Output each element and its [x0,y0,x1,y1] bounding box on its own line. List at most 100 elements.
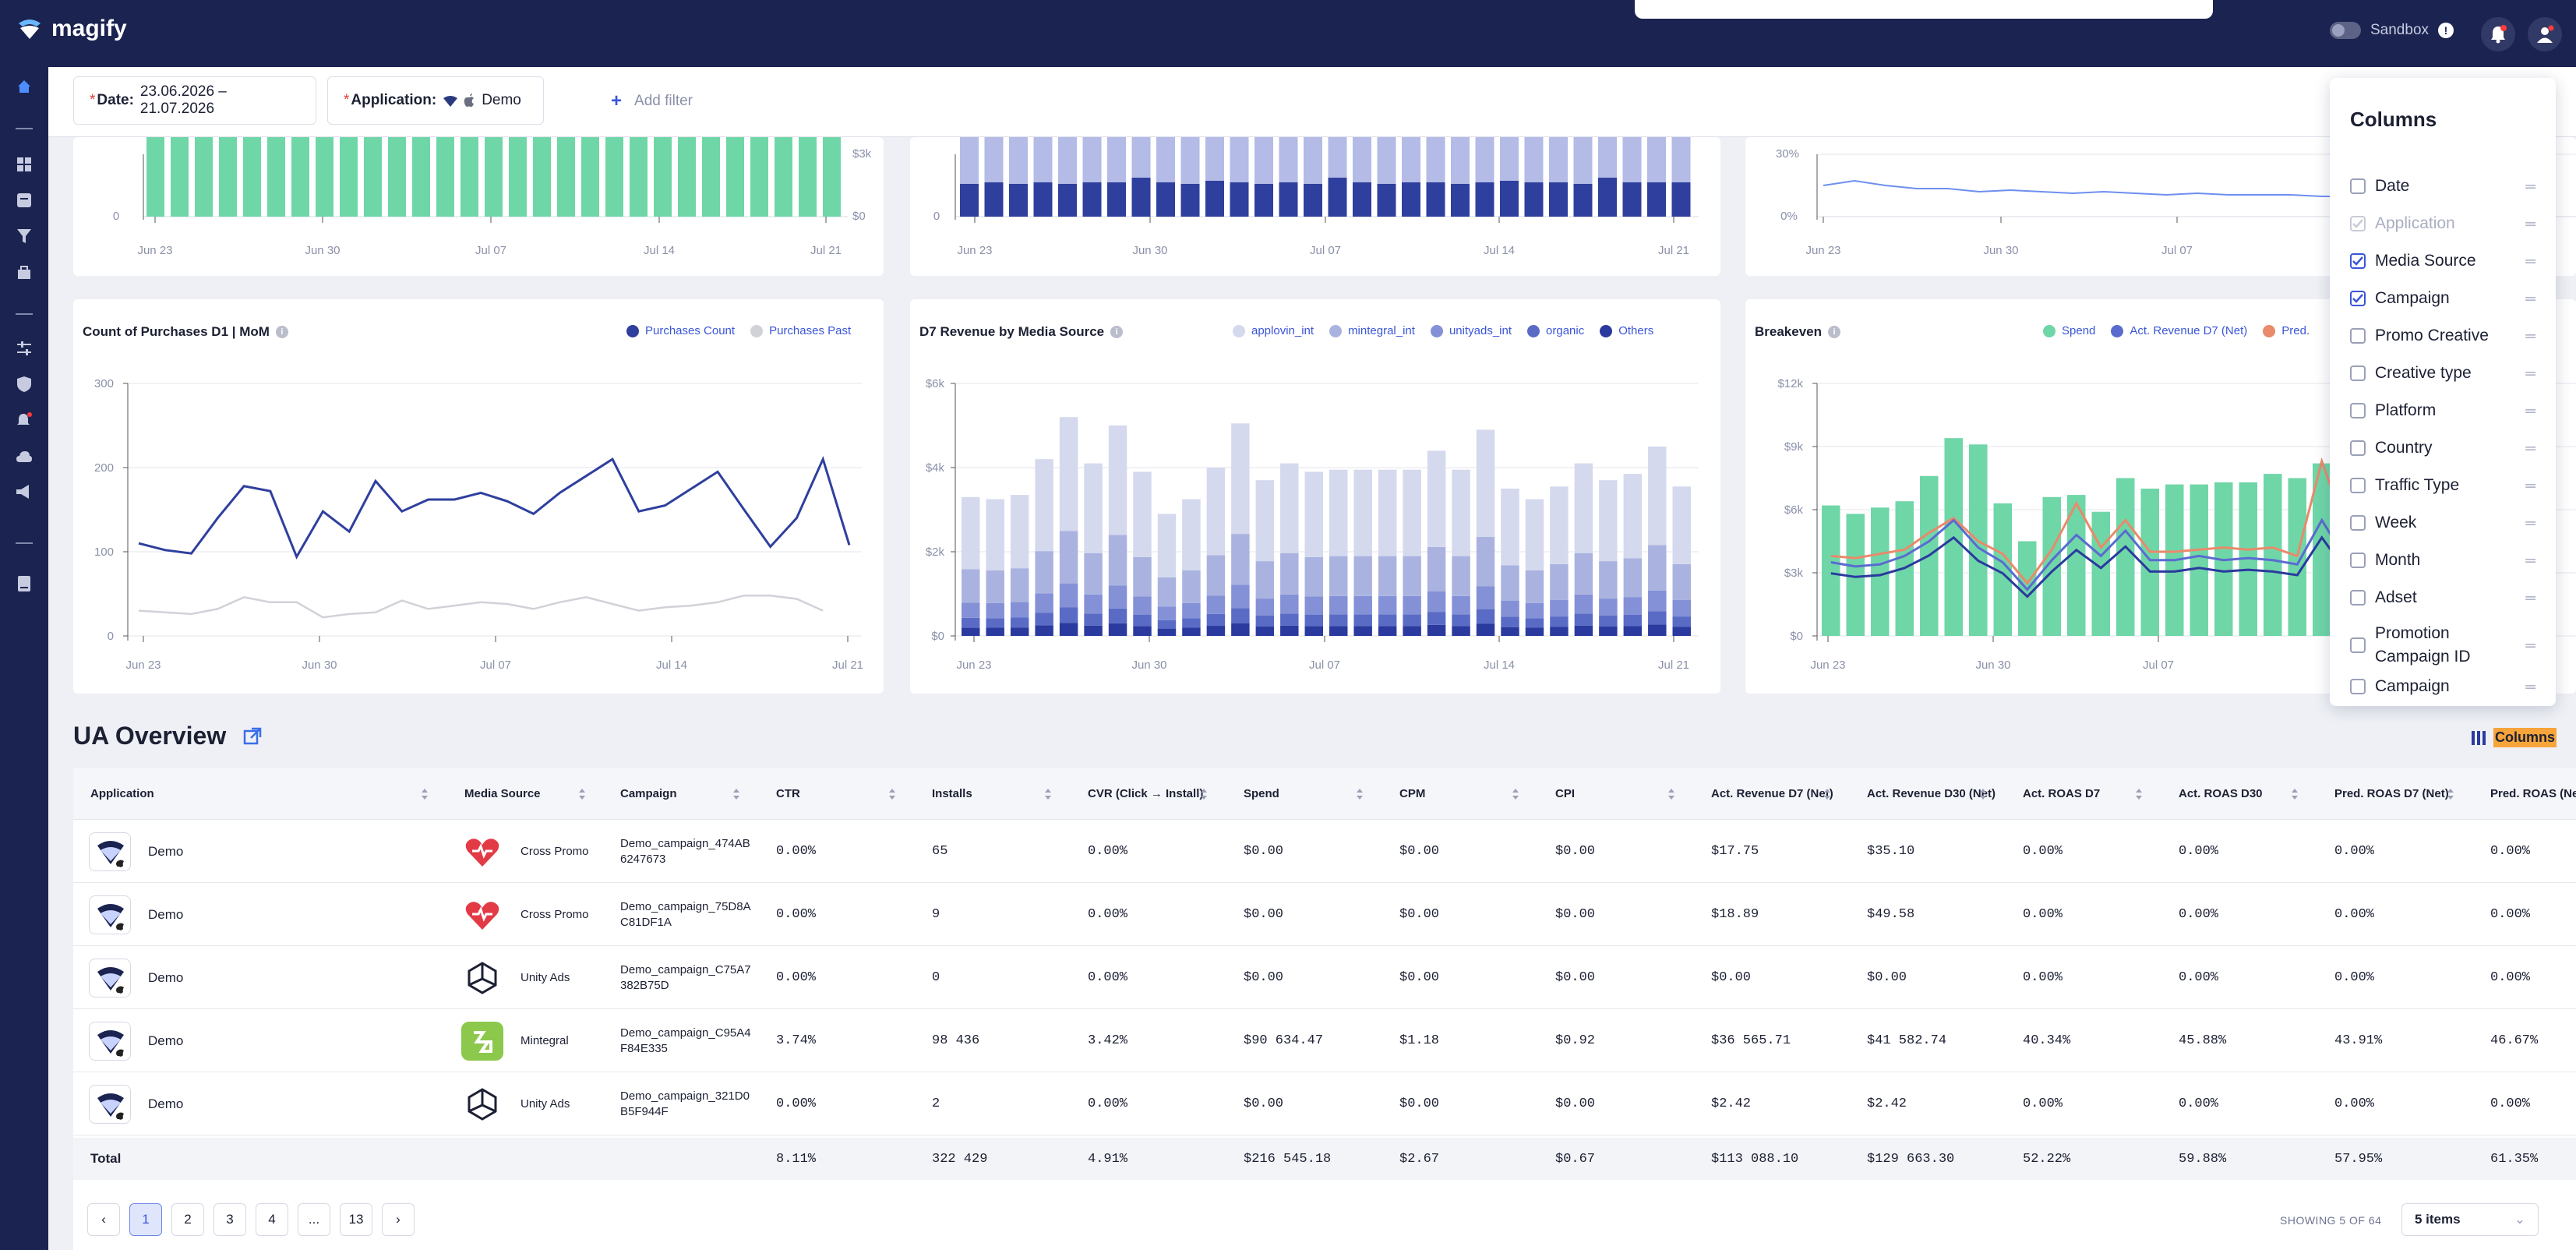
column-header[interactable]: Campaign [620,787,677,800]
external-link-icon[interactable] [243,727,262,746]
page-button[interactable]: 2 [171,1203,204,1236]
column-header[interactable]: CVR (Click → Install) [1088,787,1204,800]
column-option[interactable]: Promo Creative ═ [2350,324,2545,348]
sort-icon[interactable] [1512,787,1519,801]
drag-handle-icon[interactable]: ═ [2525,477,2535,493]
sort-icon[interactable] [2135,787,2143,801]
column-header[interactable]: CPI [1555,787,1576,800]
settings-sliders-icon[interactable] [14,338,34,358]
store-icon[interactable] [14,262,34,282]
legend-item[interactable]: mintegral_int [1329,324,1415,337]
checkbox[interactable] [2350,590,2366,606]
sandbox-toggle[interactable] [2330,22,2361,39]
sort-icon[interactable] [2447,787,2454,801]
column-header[interactable]: CTR [776,787,800,800]
checkbox[interactable] [2350,365,2366,381]
legend-item[interactable]: applovin_int [1233,324,1314,337]
checkbox[interactable] [2350,440,2366,456]
legend-item[interactable]: Pred. [2263,324,2310,337]
legend-item[interactable]: organic [1527,324,1584,337]
column-option[interactable]: Month ═ [2350,549,2545,572]
sort-icon[interactable] [1823,787,1831,801]
reports-icon[interactable] [14,190,34,210]
column-header[interactable]: Act. Revenue D30 (Net) [1867,787,1996,800]
checkbox[interactable] [2350,403,2366,418]
legend-item[interactable]: Purchases Count [626,324,735,337]
document-icon[interactable] [14,574,34,594]
drag-handle-icon[interactable]: ═ [2525,178,2535,194]
campaign-name[interactable]: Demo_campaign_C95A4F84E335 [620,1026,751,1055]
checkbox[interactable] [2350,178,2366,194]
sort-icon[interactable] [421,787,429,801]
column-option[interactable]: Media Source ═ [2350,249,2545,273]
column-header[interactable]: Media Source [464,787,541,800]
prev-page-button[interactable]: ‹ [87,1203,120,1236]
sort-icon[interactable] [1044,787,1052,801]
sort-icon[interactable] [578,787,586,801]
dashboard-icon[interactable] [14,154,34,175]
column-option[interactable]: Creative type ═ [2350,362,2545,385]
page-button[interactable]: 4 [256,1203,288,1236]
legend-item[interactable]: Spend [2043,324,2095,337]
cloud-icon[interactable] [14,446,34,466]
column-header[interactable]: Application [90,787,154,800]
app-name[interactable]: Demo [148,906,184,922]
legend-item[interactable]: Others [1600,324,1653,337]
app-name[interactable]: Demo [148,969,184,985]
campaign-name[interactable]: Demo_campaign_321D0B5F944F [620,1089,750,1118]
sort-icon[interactable] [1667,787,1675,801]
drag-handle-icon[interactable]: ═ [2525,402,2535,418]
page-button[interactable]: 1 [129,1203,162,1236]
checkbox[interactable] [2350,291,2366,306]
table-row[interactable]: Demo Mintegral Demo_campaign_C95A4F84E335 3… [73,1009,2576,1072]
column-header[interactable]: Act. ROAS D30 [2179,787,2263,800]
sort-icon[interactable] [1356,787,1364,801]
app-name[interactable]: Demo [148,1096,184,1111]
magify-logo[interactable]: magify [16,16,127,42]
table-row[interactable]: Demo Unity Ads Demo_campaign_321D0B5F944F 0… [73,1072,2576,1135]
info-icon[interactable]: ! [2438,23,2454,38]
next-page-button[interactable]: › [382,1203,415,1236]
drag-handle-icon[interactable]: ═ [2525,440,2535,456]
table-row[interactable]: Demo Unity Ads Demo_campaign_C75A7382B75D 0… [73,946,2576,1009]
checkbox[interactable] [2350,679,2366,694]
campaign-name[interactable]: Demo_campaign_75D8AC81DF1A [620,899,751,929]
drag-handle-icon[interactable]: ═ [2525,290,2535,306]
column-header[interactable]: Pred. ROAS D7 (Net) [2334,787,2449,800]
drag-handle-icon[interactable]: ═ [2525,637,2535,653]
checkbox[interactable] [2350,253,2366,269]
sort-icon[interactable] [888,787,896,801]
date-filter-chip[interactable]: * Date: 23.06.2026 – 21.07.2026 [73,76,316,125]
drag-handle-icon[interactable]: ═ [2525,514,2535,531]
alerts-icon[interactable] [14,410,34,430]
sort-icon[interactable] [1979,787,1987,801]
search-panel-edge[interactable] [1635,0,2213,19]
column-header[interactable]: Pred. ROAS (Net) [2490,787,2576,800]
campaign-name[interactable]: Demo_campaign_474AB6247673 [620,836,750,866]
info-icon[interactable]: i [1828,326,1841,338]
drag-handle-icon[interactable]: ═ [2525,552,2535,568]
profile-button[interactable] [2528,17,2562,51]
drag-handle-icon[interactable]: ═ [2525,365,2535,381]
column-option[interactable]: Campaign ═ [2350,675,2545,698]
megaphone-icon[interactable] [14,482,34,502]
table-row[interactable]: Demo Cross Promo Demo_campaign_75D8AC81DF1… [73,883,2576,946]
sort-icon[interactable] [1200,787,1208,801]
sort-icon[interactable] [732,787,740,801]
app-name[interactable]: Demo [148,843,184,859]
column-header[interactable]: CPM [1399,787,1426,800]
column-header[interactable]: Act. ROAS D7 [2023,787,2101,800]
legend-item[interactable]: Purchases Past [750,324,851,337]
shield-icon[interactable] [14,374,34,394]
column-header[interactable]: Spend [1244,787,1279,800]
column-option[interactable]: Traffic Type ═ [2350,474,2545,497]
drag-handle-icon[interactable]: ═ [2525,327,2535,344]
checkbox[interactable] [2350,553,2366,568]
sort-icon[interactable] [2291,787,2299,801]
app-name[interactable]: Demo [148,1033,184,1048]
info-icon[interactable]: i [1110,326,1124,338]
checkbox[interactable] [2350,478,2366,493]
column-option[interactable]: Campaign ═ [2350,287,2545,310]
add-filter-button[interactable]: + Add filter [611,90,693,112]
drag-handle-icon[interactable]: ═ [2525,678,2535,694]
